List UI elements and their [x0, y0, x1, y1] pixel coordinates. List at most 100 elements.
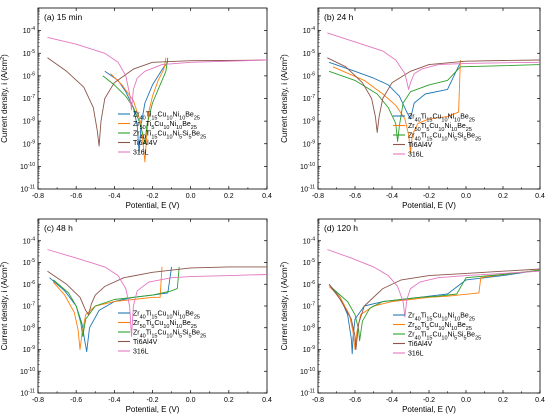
y-tick-label: 10-8 — [303, 323, 315, 332]
y-tick-label: 10-7 — [23, 302, 35, 311]
x-axis-label: Potential, E (V) — [126, 201, 180, 210]
plot-frame — [317, 7, 541, 190]
series-line-2 — [102, 57, 169, 145]
legend-entry: Ti6Al4V — [408, 341, 433, 348]
y-tick-label: 10-10 — [300, 367, 315, 376]
y-tick-label: 10-4 — [303, 26, 315, 35]
series-line-0 — [328, 269, 540, 355]
y-tick-label: 10-8 — [23, 323, 35, 332]
legend-entry: Zr40Ti15Cu10Ni5Si5Be25 — [408, 332, 481, 342]
chart-panel-3: -0.8 -0.6 -0.4 -0.2 0.0 0.2 0.4 10-11 10-10 10-9 1… — [280, 218, 545, 414]
y-tick-label: 10-11 — [300, 185, 315, 194]
x-tick-label: 0.4 — [262, 193, 272, 200]
y-axis-label: Current density, i (A/cm2) — [280, 261, 289, 350]
legend-entry: Zr40Ti15Cu10Ni5Si5Be25 — [408, 133, 481, 143]
x-tick-label: 0.0 — [461, 397, 471, 404]
x-tick-label: -0.4 — [386, 397, 398, 404]
x-tick-label: -0.4 — [108, 193, 120, 200]
y-tick-label: 10-8 — [23, 117, 35, 126]
x-tick-label: -0.6 — [70, 193, 82, 200]
chart-panel-1: -0.8 -0.6 -0.4 -0.2 0.0 0.2 0.4 10-11 10-10 10-9 1… — [280, 7, 545, 210]
x-tick-label: -0.8 — [32, 397, 44, 404]
legend-entry: 316L — [408, 351, 424, 358]
x-tick-label: -0.4 — [108, 397, 120, 404]
x-tick-label: 0.2 — [498, 397, 508, 404]
x-tick-label: -0.2 — [423, 193, 435, 200]
x-tick-label: 0.4 — [535, 397, 545, 404]
legend-entry: Zr50Ti5Cu10Ni10Be25 — [133, 121, 197, 131]
legend-entry: Zr40Ti15Cu10Ni10Be25 — [133, 311, 200, 321]
series-line-1 — [328, 269, 540, 350]
x-tick-label: -0.4 — [386, 193, 398, 200]
series-line-1 — [332, 59, 461, 154]
legend-entry: Zr40Ti15Cu10Ni5Si5Be25 — [133, 330, 206, 340]
y-tick-label: 10-4 — [23, 26, 35, 35]
x-tick-label: 0.4 — [535, 193, 545, 200]
y-tick-label: 10-6 — [303, 280, 315, 289]
y-tick-label: 10-4 — [303, 236, 315, 245]
y-tick-label: 10-6 — [303, 71, 315, 80]
x-tick-label: 0.2 — [224, 397, 234, 404]
y-axis-label: Current density, i (A/cm2) — [0, 54, 9, 143]
y-tick-label: 10-6 — [23, 71, 35, 80]
series-line-2 — [332, 269, 540, 342]
legend-entry: Ti6Al4V — [408, 142, 433, 149]
x-tick-label: 0.2 — [498, 193, 508, 200]
series-line-2 — [328, 64, 540, 142]
x-tick-label: -0.6 — [349, 193, 361, 200]
panel-title: (c) 48 h — [44, 223, 73, 233]
y-tick-label: 10-10 — [20, 367, 35, 376]
series-line-3 — [47, 57, 267, 147]
y-tick-label: 10-6 — [23, 280, 35, 289]
legend-entry: Zr40Ti15Cu10Ni10Be25 — [408, 114, 475, 124]
y-tick-label: 10-10 — [20, 162, 35, 171]
y-tick-label: 10-11 — [20, 185, 35, 194]
chart-panel-0: -0.8 -0.6 -0.4 -0.2 0.0 0.2 0.4 10-11 10-10 10-9 1… — [0, 7, 272, 210]
series-line-4 — [327, 32, 540, 90]
x-tick-label: 0.4 — [262, 397, 272, 404]
y-tick-label: 10-8 — [303, 117, 315, 126]
x-tick-label: -0.8 — [312, 397, 324, 404]
series-line-3 — [328, 268, 540, 350]
legend-entry: Zr50Ti5Cu10Ni10Be25 — [408, 123, 472, 133]
y-tick-label: 10-7 — [303, 302, 315, 311]
plot-frame — [37, 7, 268, 190]
x-tick-label: -0.2 — [423, 397, 435, 404]
x-tick-label: 0.2 — [224, 193, 234, 200]
series-line-4 — [47, 249, 267, 337]
series-line-3 — [327, 57, 540, 133]
y-tick-label: 10-9 — [23, 139, 35, 148]
x-tick-label: -0.8 — [32, 193, 44, 200]
y-axis-label: Current density, i (A/cm2) — [280, 54, 289, 143]
x-axis-label: Potential, E (V) — [402, 405, 456, 414]
series-line-2 — [53, 266, 180, 337]
y-tick-label: 10-9 — [303, 139, 315, 148]
y-axis-label: Current density, i (A/cm2) — [0, 261, 9, 350]
legend-entry: Ti6Al4V — [133, 140, 158, 147]
legend-entry: Zr40Ti15Cu10Ni10Be25 — [408, 313, 475, 323]
x-tick-label: -0.6 — [70, 397, 82, 404]
x-axis-label: Potential, E (V) — [126, 405, 180, 414]
series-line-1 — [52, 266, 163, 350]
y-tick-label: 10-5 — [303, 49, 315, 58]
series-line-4 — [47, 36, 267, 111]
plot-frame — [37, 218, 268, 394]
panel-title: (d) 120 h — [324, 223, 358, 233]
x-tick-label: 0.0 — [186, 397, 196, 404]
y-tick-label: 10-9 — [303, 345, 315, 354]
plot-frame — [317, 218, 541, 394]
legend-entry: Zr40Ti15Cu10Ni10Be25 — [133, 112, 200, 122]
x-tick-label: -0.2 — [146, 397, 158, 404]
y-tick-label: 10-7 — [23, 94, 35, 103]
series-line-0 — [328, 61, 461, 120]
legend-entry: 316L — [133, 349, 149, 356]
legend-entry: Zr50Ti5Cu10Ni10Be25 — [133, 320, 197, 330]
x-axis-label: Potential, E (V) — [402, 201, 456, 210]
legend-entry: Ti6Al4V — [133, 339, 158, 346]
legend-entry: 316L — [408, 152, 424, 159]
y-tick-label: 10-11 — [300, 389, 315, 398]
y-tick-label: 10-5 — [23, 258, 35, 267]
series-line-4 — [327, 249, 540, 318]
